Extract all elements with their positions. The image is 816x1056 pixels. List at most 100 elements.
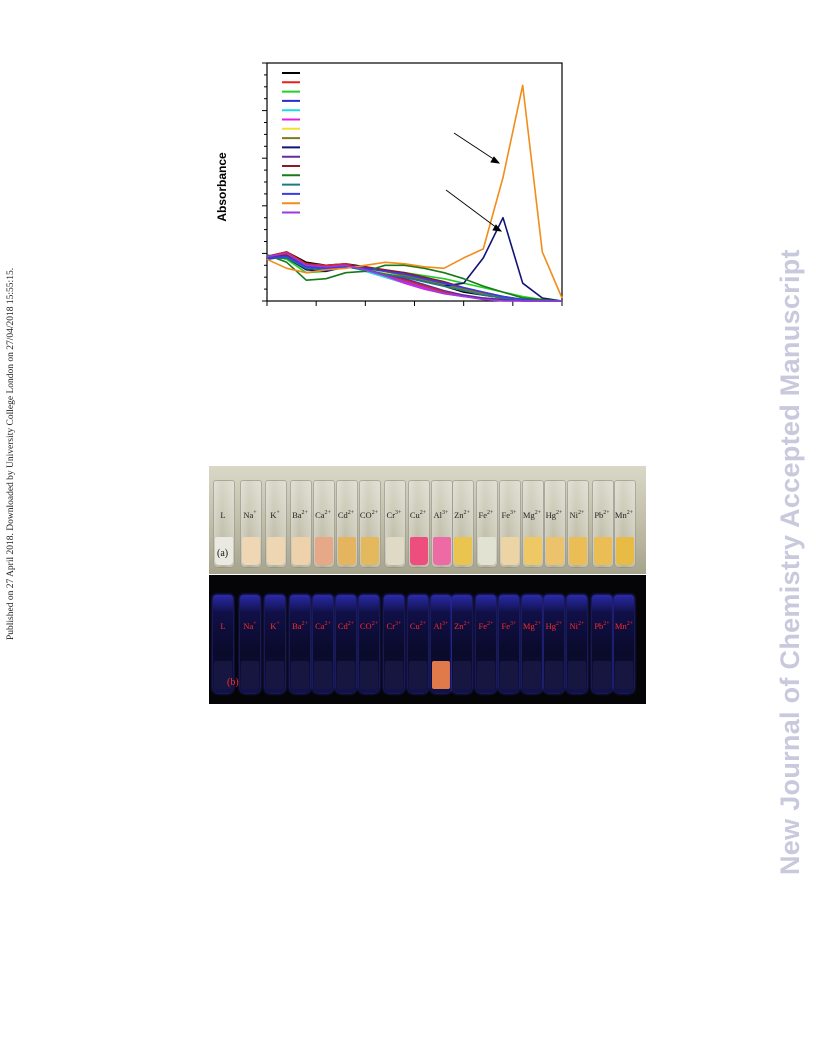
vial-liquid [594, 537, 612, 565]
vial [359, 595, 379, 693]
arrow-upper-head [490, 156, 501, 164]
vial-liquid [215, 537, 233, 565]
vial-label: Mn2+ [611, 621, 637, 631]
ion-charge: 2+ [603, 621, 610, 628]
panel-tag: (b) [227, 677, 239, 688]
vial-glow [593, 661, 611, 689]
vial-label: Ni2+ [564, 621, 590, 631]
ion-charge: 3+ [510, 510, 517, 517]
ion-symbol: Mg [522, 621, 535, 631]
vial [431, 480, 453, 568]
ion-symbol: Cr [386, 621, 396, 631]
vial [213, 480, 235, 568]
vial-label: Cd2+ [333, 621, 359, 631]
vial-label: Na+ [237, 621, 263, 631]
legend [282, 72, 300, 214]
vial-label: Cr3+ [381, 621, 407, 631]
vial-label: L [210, 621, 236, 631]
ion-symbol: Zn [454, 510, 464, 520]
publication-note: Published on 27 April 2018. Downloaded b… [6, 267, 16, 640]
ion-symbol: Na [243, 621, 254, 631]
vial [452, 480, 474, 568]
vial-liquid [410, 537, 428, 565]
journal-watermark: New Journal of Chemistry Accepted Manusc… [775, 249, 805, 875]
ion-charge: 2+ [419, 621, 427, 628]
ion-symbol: Pb [594, 621, 604, 631]
photo-uv: L Na+ K+ Ba2+ Ca2+ Cd2+ CO2+ Cr3+ Cu2+ Al3+ Zn2+ Fe… [209, 575, 646, 704]
vial-liquid [433, 537, 451, 565]
ion-charge: 2+ [324, 621, 331, 628]
ion-charge: 3+ [395, 510, 402, 517]
ion-symbol: Pb [594, 510, 604, 520]
ion-symbol: L [220, 621, 226, 631]
ion-charge: 2+ [578, 621, 585, 628]
x-axis-ticks [266, 301, 563, 306]
ion-charge: + [253, 510, 257, 517]
vial-label: Mg2+ [519, 510, 545, 520]
vial-glow [432, 661, 450, 689]
ion-symbol: CO [359, 621, 372, 631]
ion-charge: + [253, 621, 257, 628]
ion-symbol: Cd [337, 510, 348, 520]
vial [408, 595, 428, 693]
y-axis-ticks [262, 62, 267, 302]
ion-symbol: CO [359, 510, 372, 520]
vial [359, 480, 381, 568]
ion-charge: 2+ [487, 621, 494, 628]
series-line [266, 254, 562, 302]
vial-label: Cu2+ [405, 621, 431, 631]
vial-liquid [315, 537, 333, 565]
ion-symbol: Ba [292, 510, 302, 520]
vial-liquid [616, 537, 634, 565]
vial-label: K+ [262, 621, 288, 631]
vial-glow [409, 661, 427, 689]
vial-glow [266, 661, 284, 689]
photo-daylight: L Na+ K+ Ba2+ Ca2+ Cd2+ CO2+ Cr3+ Cu2+ Al3+ Zn2+ Fe… [209, 466, 646, 574]
vial-label: Hg2+ [541, 621, 567, 631]
ion-symbol: K [270, 621, 277, 631]
ion-symbol: Al [433, 621, 443, 631]
vial [544, 480, 566, 568]
ion-charge: 2+ [371, 510, 379, 517]
ion-charge: + [276, 621, 280, 628]
vial-liquid [292, 537, 310, 565]
vial [592, 480, 614, 568]
ion-charge: 2+ [371, 621, 379, 628]
vial-glow [214, 661, 232, 689]
vial-label: Na+ [237, 510, 263, 520]
vial-label: Fe2+ [473, 510, 499, 520]
vial-label: Ni2+ [564, 510, 590, 520]
ion-charge: 2+ [463, 621, 470, 628]
ion-charge: 2+ [347, 621, 355, 628]
ion-symbol: Fe [501, 510, 511, 520]
series-line [266, 254, 563, 302]
vial-label: Mn2+ [611, 510, 637, 520]
vial [213, 595, 233, 693]
vial-label: Ca2+ [310, 621, 336, 631]
ion-symbol: Mn [614, 510, 627, 520]
ion-charge: 2+ [324, 510, 331, 517]
vial [431, 595, 451, 693]
vial-glow [523, 661, 541, 689]
vial-label: Fe3+ [496, 621, 522, 631]
vial-glow [314, 661, 332, 689]
ion-symbol: Ca [315, 621, 325, 631]
vial [336, 480, 358, 568]
absorbance-chart: Absorbance [215, 62, 563, 306]
arrow-lower-head [492, 224, 503, 232]
arrow-lower [445, 189, 498, 229]
ion-symbol: Ni [569, 621, 579, 631]
ion-charge: 2+ [419, 510, 427, 517]
vial-glow [291, 661, 309, 689]
ion-charge: 2+ [534, 621, 542, 628]
vial-label: Ba2+ [287, 621, 313, 631]
vial-liquid [361, 537, 379, 565]
ion-charge: 3+ [442, 510, 449, 517]
vial-label: Fe3+ [496, 510, 522, 520]
vial [265, 595, 285, 693]
vial-label: Hg2+ [541, 510, 567, 520]
vial [265, 480, 287, 568]
ion-symbol: Ni [569, 510, 579, 520]
ion-charge: 2+ [556, 621, 563, 628]
ion-symbol: Al [433, 510, 443, 520]
